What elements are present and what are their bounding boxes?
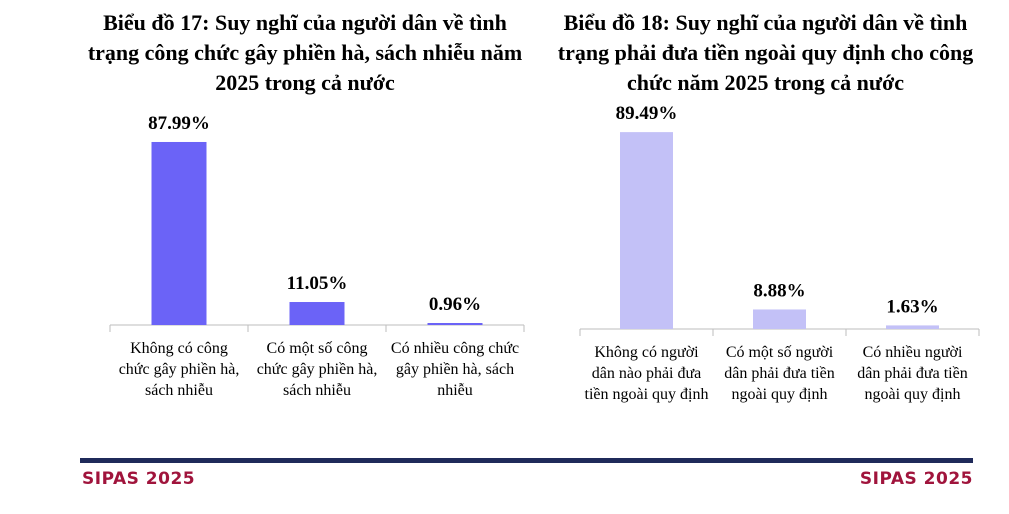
category-label: Có nhiều người dân phải đưa tiền ngoài q…: [857, 344, 968, 403]
category-label: Có một số người dân phải đưa tiền ngoài …: [724, 344, 835, 403]
bar: [620, 132, 673, 329]
bar: [753, 309, 806, 329]
bar: [427, 323, 483, 325]
bar: [151, 141, 207, 325]
chart-17: Biểu đồ 17: Suy nghĩ của người dân về tì…: [80, 0, 530, 440]
category-label: Không có công chức gây phiền hà, sách nh…: [118, 340, 240, 399]
bar: [886, 325, 939, 329]
category-label: Không có người dân nào phải đưa tiền ngo…: [584, 344, 709, 403]
footer-brand-right: SIPAS 2025: [859, 469, 973, 489]
chart-18: Biểu đồ 18: Suy nghĩ của người dân về tì…: [553, 0, 980, 440]
category-label: Có một số công chức gây phiền hà, sách n…: [256, 340, 378, 399]
chart-title: Biểu đồ 17: Suy nghĩ của người dân về tì…: [87, 10, 523, 95]
footer-divider: [80, 458, 973, 463]
bar: [289, 302, 345, 325]
chart-17-plot: 87.99% 11.05% 0.96%: [109, 113, 525, 332]
data-label: 89.49%: [616, 103, 678, 124]
data-label: 87.99%: [148, 113, 210, 134]
category-label: Có nhiều công chức gây phiền hà, sách nh…: [390, 340, 520, 399]
data-label: 0.96%: [429, 294, 481, 315]
data-label: 11.05%: [287, 273, 348, 294]
chart-18-plot: 89.49% 8.88% 1.63%: [579, 103, 980, 336]
data-label: 1.63%: [886, 296, 938, 317]
footer-brand-left: SIPAS 2025: [82, 469, 196, 489]
data-label: 8.88%: [753, 280, 805, 301]
chart-title: Biểu đồ 18: Suy nghĩ của người dân về tì…: [557, 10, 974, 95]
